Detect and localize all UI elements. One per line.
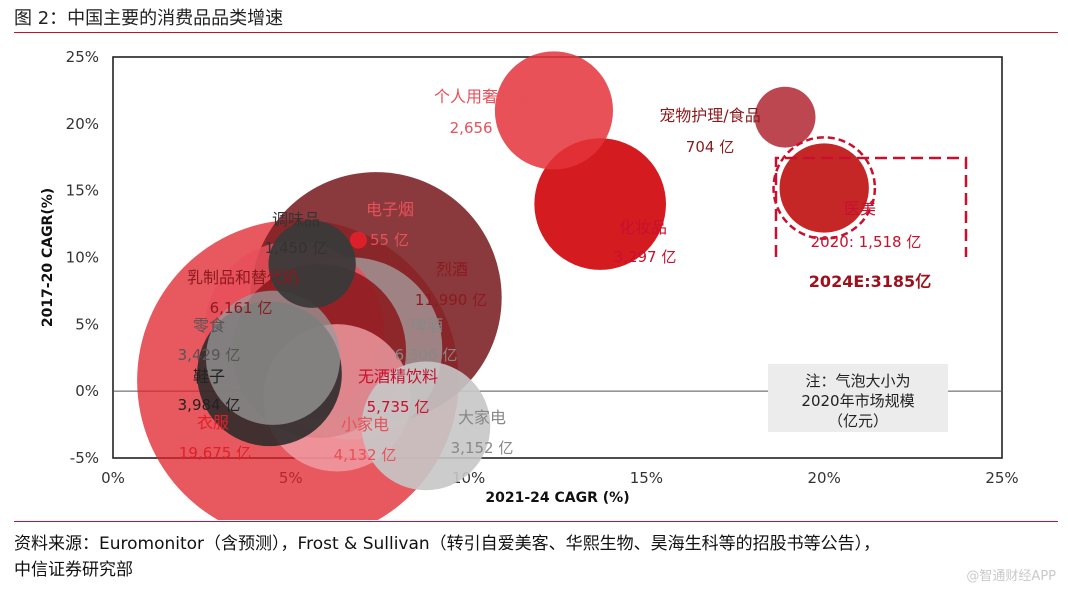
bubble-value-label: 3,297 亿	[614, 248, 677, 266]
bubble-医美	[779, 143, 869, 233]
bubble-value-label: 19,675 亿	[179, 444, 251, 462]
bubble-name-label: 小家电	[341, 415, 389, 434]
bubble-name-label: 鞋子	[193, 367, 225, 386]
bubble-name-label: 烈酒	[436, 260, 468, 279]
bubble-name-label: 乳制品和替代奶	[187, 268, 299, 287]
bubble-大家电	[361, 361, 491, 491]
source-line-2: 中信证券研究部	[14, 560, 133, 580]
title-rule	[14, 32, 1058, 33]
bubble-name-label: 零食	[193, 316, 225, 335]
y-tick-label: 10%	[66, 249, 99, 267]
bubble-name-label: 个人用奢侈品	[434, 87, 530, 106]
bubble-name-label: 医美	[844, 199, 876, 218]
x-axis-title: 2021-24 CAGR (%)	[485, 490, 629, 506]
bubble-value-label: 6,161 亿	[210, 299, 273, 317]
bubble-name-label: 大家电	[458, 408, 506, 427]
y-tick-label: -5%	[70, 449, 99, 467]
bubble-value-label: 6,306 亿	[395, 346, 458, 364]
y-axis-title: 2017-20 CAGR(%)	[40, 188, 56, 327]
bubble-化妆品	[534, 138, 666, 270]
bubble-个人用奢侈品	[494, 51, 614, 170]
x-tick-label: 25%	[985, 469, 1018, 487]
bubble-chart: -5%0%5%10%15%20%25%0%5%10%15%20%25%2021-…	[40, 48, 1019, 520]
y-tick-label: 15%	[66, 182, 99, 200]
bubble-value-label: 3,152 亿	[451, 439, 514, 457]
bubble-value-label: 2,656 亿	[450, 119, 513, 137]
forecast-label: 2024E:3185亿	[809, 272, 931, 291]
bubble-value-label: 2020: 1,518 亿	[811, 233, 922, 251]
bubble-调味品	[268, 220, 356, 308]
x-tick-label: 0%	[101, 469, 125, 487]
bubble-name-label: 宠物护理/食品	[659, 106, 760, 125]
x-tick-label: 20%	[808, 469, 841, 487]
bubble-电子烟	[349, 231, 367, 249]
bubble-name-label: 衣服	[197, 413, 229, 432]
bubble-value-label: 1,450 亿	[265, 239, 328, 257]
source-line-1: 资料来源：Euromonitor（含预测），Frost & Sullivan（转…	[14, 534, 881, 554]
figure-title: 图 2：中国主要的消费品品类增速	[14, 8, 284, 29]
size-note-line: 注：气泡大小为	[805, 372, 910, 390]
size-note-line: （亿元）	[828, 412, 888, 430]
y-tick-label: 20%	[66, 115, 99, 133]
bubble-name-label: 啤酒	[411, 316, 443, 335]
source-note: 资料来源：Euromonitor（含预测），Frost & Sullivan（转…	[14, 531, 880, 583]
bubble-零食	[205, 290, 341, 425]
bubble-value-label: 5,735 亿	[367, 398, 430, 416]
bubble-name-label: 调味品	[272, 210, 320, 229]
source-rule	[14, 521, 1058, 522]
y-tick-label: 25%	[66, 48, 99, 66]
bubble-name-label: 化妆品	[619, 218, 667, 237]
y-tick-label: 5%	[75, 315, 99, 333]
watermark: @智通财经APP	[966, 569, 1056, 584]
x-tick-label: 15%	[630, 469, 663, 487]
highlight-ring	[772, 136, 877, 240]
size-note-line: 2020年市场规模	[801, 392, 914, 410]
y-tick-label: 0%	[75, 382, 99, 400]
bubble-value-label: 11,990 亿	[415, 291, 487, 309]
bubble-name-label: 无酒精饮料	[358, 367, 438, 386]
bubble-name-label: 电子烟	[366, 200, 414, 219]
bubble-value-label: 3,984 亿	[178, 396, 241, 414]
bubble-value-label: 55 亿	[370, 231, 409, 249]
size-note-box	[768, 364, 948, 432]
bubble-value-label: 4,132 亿	[334, 446, 397, 464]
bubble-value-label: 704 亿	[686, 138, 734, 156]
bubble-宠物护理/食品	[754, 86, 816, 148]
bubble-value-label: 3,429 亿	[178, 346, 241, 364]
